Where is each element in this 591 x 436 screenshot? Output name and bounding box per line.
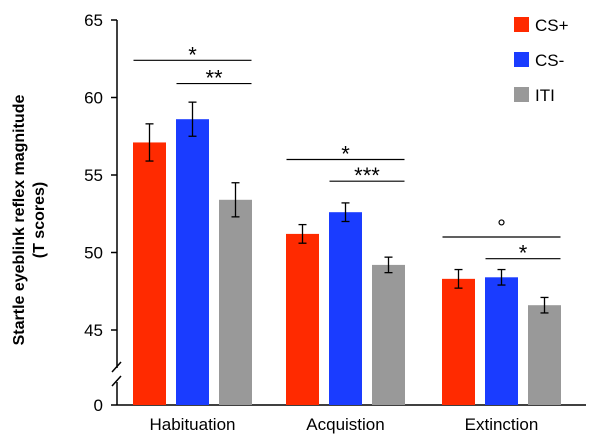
bar-cs-habituation (176, 119, 209, 405)
legend-label: CS- (535, 51, 564, 70)
bar-iti-acquistion (372, 264, 405, 405)
y-axis-title: Startle eyeblink reflex magnitude (T sco… (11, 95, 48, 346)
significance-label: *** (354, 163, 380, 188)
legend-label: ITI (535, 86, 555, 105)
y-tick-label: 45 (84, 321, 103, 340)
y-tick-label: 60 (84, 89, 103, 108)
bars (133, 119, 561, 405)
x-category-labels: Habituation Acquistion Extinction (149, 415, 538, 434)
significance-label: * (341, 142, 350, 167)
legend-swatch-cs (514, 17, 529, 32)
bar-cs-acquistion (286, 233, 319, 405)
bar-cs-acquistion (329, 212, 362, 405)
axis-break-mark (111, 375, 122, 387)
bar-cs-extinction (485, 277, 518, 405)
significance-label: ** (205, 66, 223, 91)
significance-label: * (519, 241, 528, 266)
y-axis-title-line1: Startle eyeblink reflex magnitude (11, 95, 28, 346)
category-label: Acquistion (306, 415, 384, 434)
bar-iti-extinction (528, 305, 561, 405)
category-label: Extinction (465, 415, 539, 434)
category-label: Habituation (149, 415, 235, 434)
y-tick-label: 0 (94, 396, 103, 415)
bar-cs-habituation (133, 142, 166, 405)
y-tick-label: 65 (84, 11, 103, 30)
y-ticks: 0 45 50 55 60 65 (84, 11, 117, 415)
legend-swatch-cs (514, 52, 529, 67)
legend-label: CS+ (535, 16, 569, 35)
significance-markers: *******°* (133, 42, 561, 266)
y-tick-label: 55 (84, 166, 103, 185)
legend-swatch-iti (514, 87, 529, 102)
legend: CS+ CS- ITI (514, 16, 569, 105)
y-axis-title-line2: (T scores) (31, 182, 48, 258)
bar-iti-habituation (219, 199, 252, 405)
bar-cs-extinction (442, 278, 475, 405)
axis-break-mark (111, 361, 122, 373)
y-tick-label: 50 (84, 244, 103, 263)
error-bars (145, 101, 549, 314)
significance-label: ° (497, 215, 506, 240)
significance-label: * (188, 42, 197, 67)
